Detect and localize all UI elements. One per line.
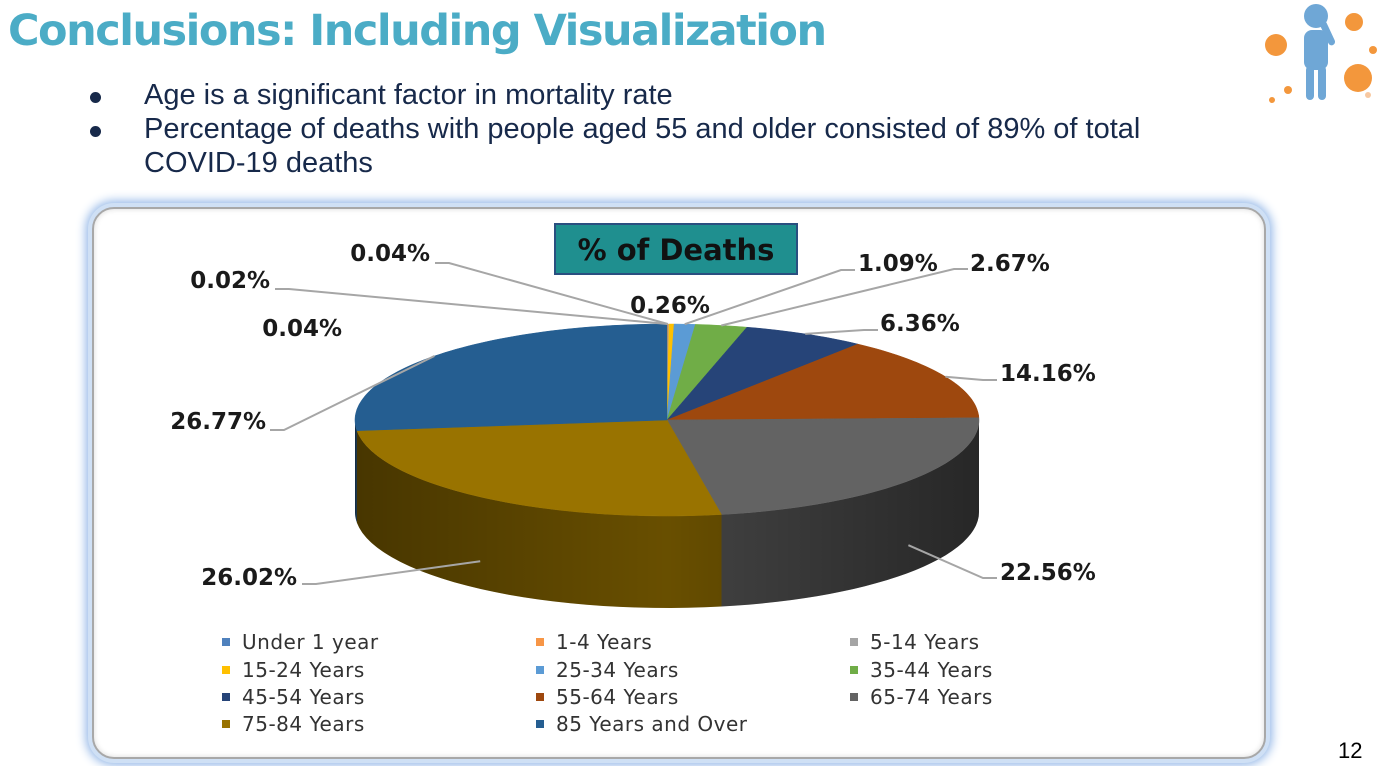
pie-slice-10 <box>354 323 668 431</box>
leader-line-5 <box>721 268 968 327</box>
data-label-2: 0.04% <box>262 316 342 342</box>
legend-label-2: 5-14 Years <box>870 630 980 654</box>
data-label-8: 22.56% <box>1000 560 1096 586</box>
legend-swatch-2 <box>850 638 858 646</box>
virus-person-icon <box>1265 4 1377 103</box>
leader-line-6 <box>805 329 878 335</box>
legend-swatch-6 <box>222 693 230 701</box>
legend-swatch-5 <box>850 666 858 674</box>
pie-side-shade <box>355 420 979 608</box>
leader-line-1 <box>435 262 669 325</box>
data-label-3: 0.26% <box>630 293 710 319</box>
bullet-dot-icon <box>90 92 101 103</box>
chart-title: % of Deaths <box>578 233 775 267</box>
bullet-text: Percentage of deaths with people aged 55… <box>144 113 1141 179</box>
legend-swatch-7 <box>536 693 544 701</box>
legend-swatch-1 <box>536 638 544 646</box>
legend-label-9: 75-84 Years <box>242 712 365 736</box>
legend-label-3: 15-24 Years <box>242 658 365 682</box>
page-number: 12 <box>1338 738 1363 763</box>
legend-label-8: 65-74 Years <box>870 685 993 709</box>
bullet-list: Age is a significant factor in mortality… <box>88 78 1228 180</box>
bullet-dot-icon <box>90 126 101 137</box>
legend-swatch-4 <box>536 666 544 674</box>
pie-slice-9 <box>356 419 722 517</box>
legend-swatch-8 <box>850 693 858 701</box>
bullet-text: Age is a significant factor in mortality… <box>144 79 673 111</box>
leader-line-10 <box>270 355 435 431</box>
leader-line-7 <box>945 375 997 381</box>
data-label-4: 1.09% <box>858 251 938 277</box>
legend-label-5: 35-44 Years <box>870 658 993 682</box>
legend-swatch-0 <box>222 638 230 646</box>
legend-label-10: 85 Years and Over <box>556 712 748 736</box>
leader-line-8 <box>907 544 997 579</box>
slide-title: Conclusions: Including Visualization <box>8 6 827 56</box>
legend-swatch-9 <box>222 720 230 728</box>
data-label-5: 2.67% <box>970 251 1050 277</box>
bullet-item: Age is a significant factor in mortality… <box>88 78 1228 112</box>
bullet-item: Percentage of deaths with people aged 55… <box>88 112 1228 180</box>
legend-label-0: Under 1 year <box>242 630 379 654</box>
pie-slice-8 <box>666 417 980 515</box>
data-label-7: 14.16% <box>1000 361 1096 387</box>
data-label-1: 0.04% <box>350 241 430 267</box>
data-label-10: 26.77% <box>170 409 266 435</box>
data-label-9: 26.02% <box>201 565 297 591</box>
chart-title-box <box>554 223 798 275</box>
data-label-0: 0.02% <box>190 268 270 294</box>
legend-swatch-3 <box>222 666 230 674</box>
data-label-6: 6.36% <box>880 311 960 337</box>
legend-swatch-10 <box>536 720 544 728</box>
leader-line-0 <box>275 288 668 325</box>
leader-line-9 <box>302 560 481 585</box>
legend-label-7: 55-64 Years <box>556 685 679 709</box>
leader-line-4 <box>684 269 855 326</box>
legend-label-1: 1-4 Years <box>556 630 652 654</box>
legend-label-4: 25-34 Years <box>556 658 679 682</box>
legend-label-6: 45-54 Years <box>242 685 365 709</box>
